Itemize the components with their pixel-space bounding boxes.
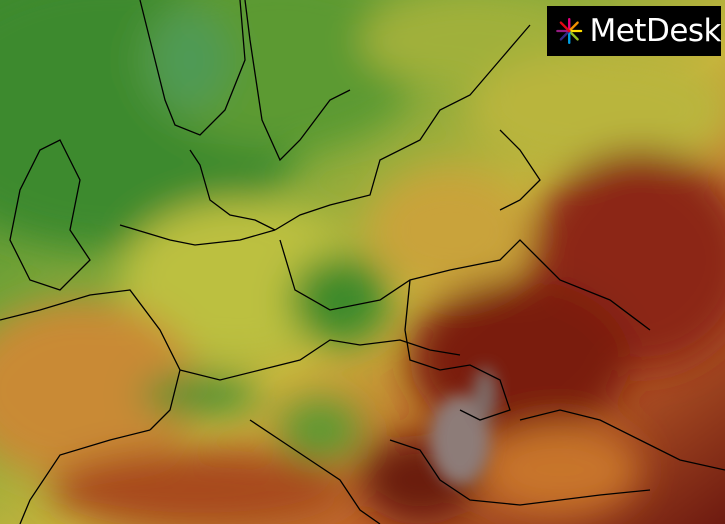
- logo-text: MetDesk: [589, 13, 721, 49]
- logo-icon: [556, 17, 583, 45]
- logo: MetDesk: [547, 6, 721, 56]
